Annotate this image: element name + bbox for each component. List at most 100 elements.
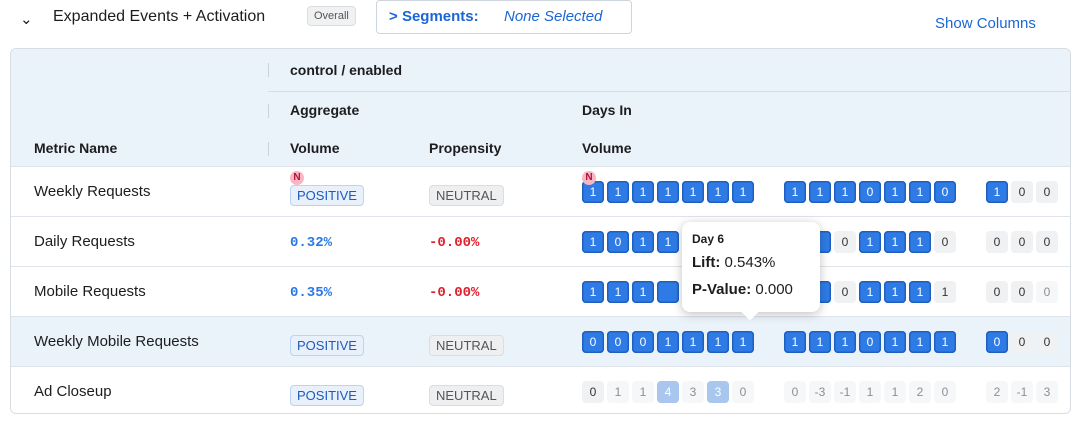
segments-label: > Segments: (389, 8, 479, 25)
day-cell: 1 (632, 181, 654, 203)
day-cell: 1 (809, 331, 831, 353)
sub-header: Aggregate (290, 102, 360, 118)
day-cell: 4 (657, 381, 679, 403)
volume-value: 0.35% (290, 285, 333, 301)
metrics-table: control / enabled Aggregate Days In Metr… (10, 48, 1071, 414)
group-header: control / enabled (290, 62, 403, 78)
day-cell: 1 (884, 231, 906, 253)
day-cell: 0 (859, 331, 881, 353)
column-header: Metric Name (34, 140, 118, 156)
day-cell: 0 (1011, 331, 1033, 353)
day-cell: 1 (607, 181, 629, 203)
show-columns[interactable]: Show Columns (935, 15, 1036, 32)
day-cell: 0 (1036, 181, 1058, 203)
day-cell: 0 (632, 331, 654, 353)
table-row[interactable]: Weekly Requests POSITIVE N NEUTRAL 1 N 1 1 1 1 1 1 1… (11, 166, 1070, 217)
day-cell: 3 (682, 381, 704, 403)
pvalue-label: P-Value: (692, 281, 752, 298)
lift-label: Lift: (692, 254, 721, 271)
metric-name: Weekly Requests (34, 183, 151, 200)
day-cell: 1 (784, 181, 806, 203)
day-cell (657, 281, 679, 303)
day-cell: 0 (934, 181, 956, 203)
propensity-value: NEUTRAL (429, 335, 504, 356)
tooltip-lift: Lift: 0.543% (692, 254, 775, 271)
metric-name: Weekly Mobile Requests (34, 333, 199, 350)
day-cell: 0 (784, 381, 806, 403)
day-cell: 0 (986, 281, 1008, 303)
collapse-toggle[interactable]: ⌄ (20, 11, 33, 28)
day-cell: 0 (986, 231, 1008, 253)
scope-tag: Overall (307, 6, 356, 26)
column-header: Volume (290, 140, 340, 156)
day-cell: 1 (859, 231, 881, 253)
day-cell: 1 (657, 331, 679, 353)
day-cell: 0 (607, 331, 629, 353)
day-cell: 0 (859, 181, 881, 203)
day-cell: 1 (834, 181, 856, 203)
table-row[interactable]: Weekly Mobile Requests POSITIVE NEUTRAL 0 0 0… (11, 316, 1070, 367)
tooltip: Day 6 Lift: 0.543% P-Value: 0.000 (682, 222, 820, 321)
day-cell: 1 (632, 381, 654, 403)
day-cell: 1 (732, 331, 754, 353)
flag-badge: N (582, 171, 596, 185)
day-cell: 1 (884, 331, 906, 353)
tooltip-title: Day 6 (692, 232, 725, 246)
day-cell: 3 (707, 381, 729, 403)
day-cell: 1 (909, 331, 931, 353)
day-cell: 1 (607, 281, 629, 303)
day-cell: -3 (809, 381, 831, 403)
day-cell: 1 (582, 281, 604, 303)
day-cell: 0 (834, 231, 856, 253)
day-cell: 0 (1011, 181, 1033, 203)
day-cell: 1 (784, 331, 806, 353)
day-cell: 1 (682, 181, 704, 203)
day-cell: 1 (632, 281, 654, 303)
propensity-value: -0.00% (429, 285, 480, 301)
segments-value: None Selected (504, 8, 603, 25)
day-cell: 1 (582, 231, 604, 253)
column-header: Propensity (429, 140, 502, 156)
day-cell: 1 (707, 331, 729, 353)
propensity-value: NEUTRAL (429, 385, 504, 406)
day-cell: 1 (707, 181, 729, 203)
day-cell: 1 (884, 181, 906, 203)
segments-label-text: Segments: (401, 8, 479, 25)
day-cell: 0 (582, 331, 604, 353)
day-cell: 0 (986, 331, 1008, 353)
volume-value: POSITIVE (290, 335, 364, 356)
table-row[interactable]: Mobile Requests 0.35% -0.00% 1 1 1 0 1 1 1 1 0 0 0 (11, 266, 1070, 317)
day-cell: 0 (1036, 231, 1058, 253)
metric-name: Mobile Requests (34, 283, 146, 300)
header-divider (268, 91, 1070, 92)
day-cell: 1 (809, 181, 831, 203)
divider (268, 63, 269, 77)
tooltip-pvalue: P-Value: 0.000 (692, 281, 793, 298)
column-header: Volume (582, 140, 632, 156)
sub-header: Days In (582, 102, 632, 118)
metric-name: Ad Closeup (34, 383, 112, 400)
day-cell: 1 (859, 281, 881, 303)
day-cell: 1 (884, 281, 906, 303)
day-cell: 2 (986, 381, 1008, 403)
flag-badge: N (290, 171, 304, 185)
day-cell: 0 (1036, 331, 1058, 353)
propensity-value: -0.00% (429, 235, 480, 251)
day-cell: -1 (1011, 381, 1033, 403)
divider (268, 142, 269, 156)
day-cell: 1 (732, 181, 754, 203)
day-cell: -1 (834, 381, 856, 403)
pvalue-value: 0.000 (755, 281, 793, 298)
table-row[interactable]: Ad Closeup POSITIVE NEUTRAL 0 1 1 4 3 3 0 0 -3 -1 1 1 2… (11, 366, 1070, 413)
day-cell: 1 (657, 231, 679, 253)
segments-button[interactable]: > Segments: None Selected (376, 0, 632, 34)
day-cell: 1 (657, 181, 679, 203)
day-cell: 1 (909, 281, 931, 303)
volume-value: POSITIVE (290, 185, 364, 206)
table-row[interactable]: Daily Requests 0.32% -0.00% 1 0 1 1 0 1 1 1 0 0 0 0 (11, 216, 1070, 267)
day-cell: 0 (607, 231, 629, 253)
lift-value: 0.543% (724, 254, 776, 271)
day-cell: 0 (834, 281, 856, 303)
divider (268, 104, 269, 118)
day-cell: 1 (682, 331, 704, 353)
